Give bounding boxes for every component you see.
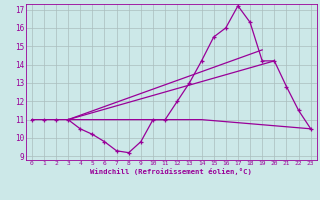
X-axis label: Windchill (Refroidissement éolien,°C): Windchill (Refroidissement éolien,°C) — [90, 168, 252, 175]
